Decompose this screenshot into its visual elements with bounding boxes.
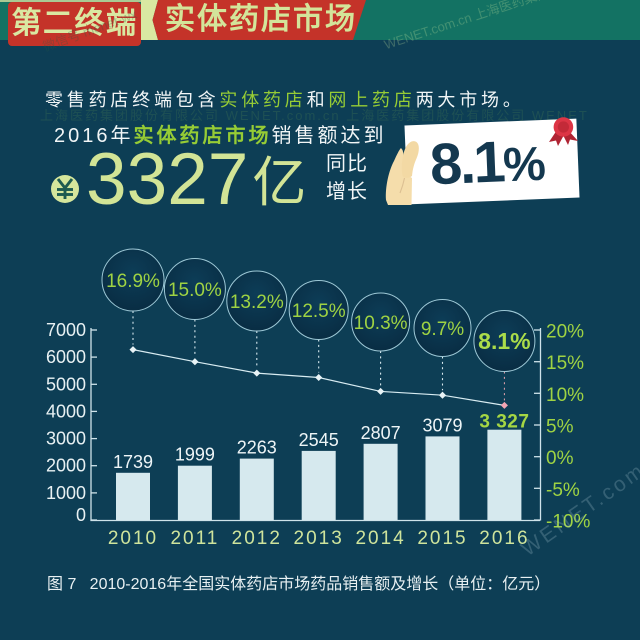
svg-text:0: 0 bbox=[76, 505, 86, 525]
svg-text:15%: 15% bbox=[546, 353, 584, 374]
svg-text:1999: 1999 bbox=[175, 445, 215, 465]
svg-text:16.9%: 16.9% bbox=[106, 271, 160, 292]
svg-text:20%: 20% bbox=[546, 322, 584, 343]
svg-text:-10%: -10% bbox=[546, 512, 590, 533]
svg-text:10.3%: 10.3% bbox=[354, 313, 408, 334]
svg-text:2011: 2011 bbox=[170, 528, 219, 549]
svg-text:10%: 10% bbox=[546, 385, 584, 406]
svg-text:5000: 5000 bbox=[46, 374, 86, 394]
svg-text:2016: 2016 bbox=[479, 528, 529, 549]
svg-text:4000: 4000 bbox=[46, 401, 86, 421]
svg-text:-5%: -5% bbox=[546, 480, 580, 501]
svg-text:1739: 1739 bbox=[113, 452, 153, 472]
svg-text:3 327: 3 327 bbox=[479, 412, 529, 433]
svg-text:2807: 2807 bbox=[361, 423, 401, 443]
svg-text:7000: 7000 bbox=[46, 320, 86, 340]
svg-text:2263: 2263 bbox=[237, 438, 277, 458]
svg-text:13.2%: 13.2% bbox=[230, 292, 284, 313]
svg-text:2012: 2012 bbox=[232, 528, 282, 549]
svg-text:1000: 1000 bbox=[46, 483, 86, 503]
svg-text:6000: 6000 bbox=[46, 347, 86, 367]
svg-text:2000: 2000 bbox=[46, 456, 86, 476]
svg-text:8.1%: 8.1% bbox=[478, 328, 530, 354]
svg-text:5%: 5% bbox=[546, 417, 574, 438]
svg-text:3079: 3079 bbox=[422, 415, 462, 435]
svg-text:12.5%: 12.5% bbox=[292, 301, 346, 322]
svg-text:2545: 2545 bbox=[299, 430, 339, 450]
svg-text:3000: 3000 bbox=[46, 429, 86, 449]
svg-text:2015: 2015 bbox=[417, 528, 467, 549]
svg-text:0%: 0% bbox=[546, 448, 574, 469]
svg-text:2014: 2014 bbox=[355, 528, 405, 549]
svg-text:2010: 2010 bbox=[108, 528, 158, 549]
svg-text:9.7%: 9.7% bbox=[421, 319, 464, 340]
svg-text:15.0%: 15.0% bbox=[168, 280, 222, 301]
svg-text:2013: 2013 bbox=[294, 528, 344, 549]
